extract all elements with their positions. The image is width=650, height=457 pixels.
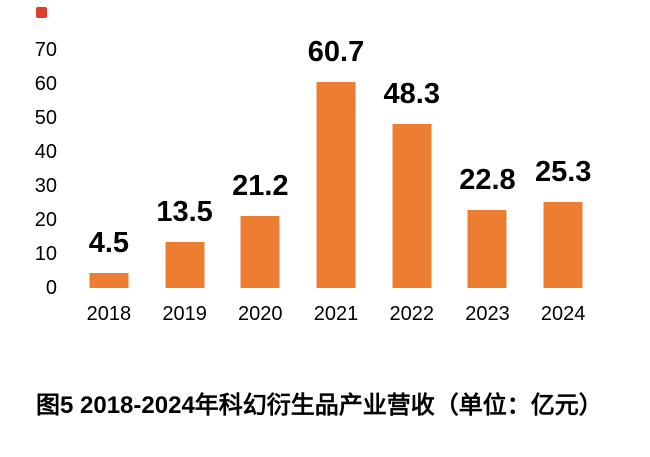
bar [467,210,507,288]
bar-group-2022: 48.3 2022 [374,0,450,325]
y-tick-label: 40 [34,141,57,163]
bar [392,124,432,288]
bar-value-label: 13.5 [156,196,213,228]
x-axis-label: 2021 [313,303,359,325]
x-axis-label: 2022 [389,303,434,325]
y-tick-label: 0 [45,277,57,299]
y-tick-label: 30 [34,175,57,197]
y-tick-label: 10 [34,243,57,265]
bar [89,273,129,288]
x-axis-label: 2018 [86,303,132,325]
bar-group-2020: 21.2 2020 [222,0,298,325]
bar-group-2024: 25.3 2024 [525,0,601,325]
bar [316,82,356,288]
bar [543,202,583,288]
x-axis-label: 2024 [540,303,586,325]
bar [165,242,205,288]
bar-group-2023: 22.8 2023 [450,0,526,325]
x-axis-label: 2023 [465,303,510,325]
y-tick-label: 60 [34,73,57,95]
y-tick-label: 50 [34,107,57,129]
bar-group-2018: 4.5 2018 [71,0,147,325]
plot-columns: 4.5 2018 13.5 2019 21.2 2020 60.7 2021 48.3 2022 2… [71,0,601,325]
bar-value-label: 21.2 [232,170,289,202]
bar-group-2019: 13.5 2019 [147,0,223,325]
x-axis-label: 2020 [238,303,283,325]
bar-value-label: 22.8 [459,164,516,196]
figure-caption: 图5 2018-2024年科幻衍生品产业营收（单位：亿元） [36,392,603,419]
bar-value-label: 48.3 [383,78,440,110]
bar-group-2021: 60.7 2021 [298,0,374,325]
y-tick-label: 70 [34,39,57,61]
bar-value-label: 4.5 [88,227,130,259]
bar [240,216,280,288]
bar-value-label: 25.3 [534,156,592,188]
x-axis-label: 2019 [162,303,207,325]
y-tick-label: 20 [34,209,57,231]
red-square-marker [36,7,47,18]
bar-value-label: 60.7 [307,36,365,68]
